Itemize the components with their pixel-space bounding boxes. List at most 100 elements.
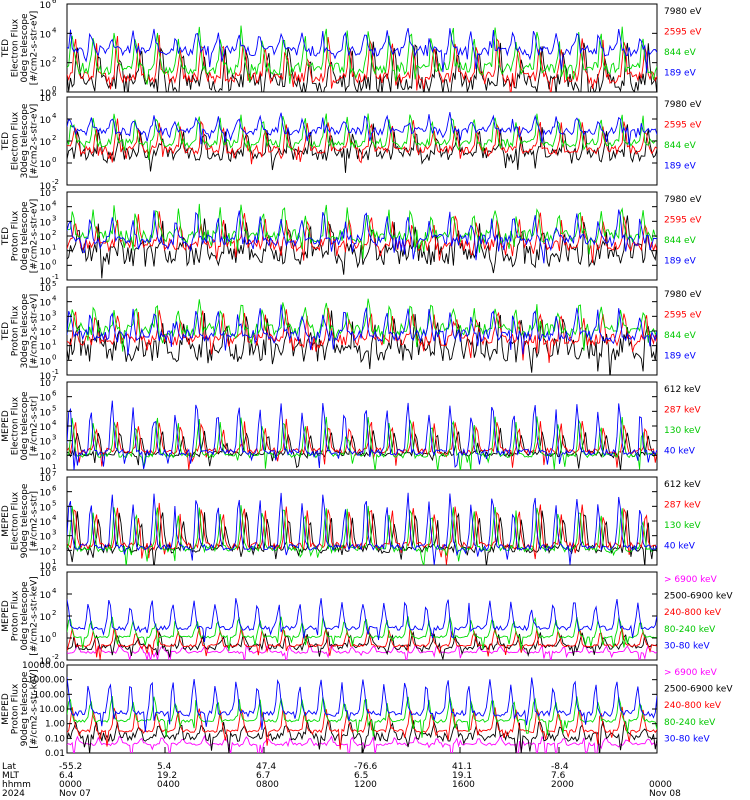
- series-line-844-ev: [67, 113, 657, 161]
- y-tick-exponent: 0: [52, 85, 56, 93]
- y-tick-label: 10000.00: [22, 661, 65, 671]
- y-axis-title-line: [#/cm2-s-str-eV]: [29, 199, 39, 274]
- y-axis-title-line: TED: [1, 322, 11, 341]
- y-tick-label: 0.10: [45, 734, 65, 744]
- y-tick-label: 10: [40, 533, 52, 543]
- legend-entry: 40 keV: [664, 541, 696, 551]
- y-tick-exponent: 6: [52, 0, 57, 5]
- series-line-130-kev: [67, 505, 657, 565]
- series-line-30-80-kev: [67, 598, 657, 642]
- series-line--6900-kev: [67, 643, 657, 660]
- y-axis-title-line: TED: [1, 227, 11, 246]
- legend-entry: 240-800 keV: [664, 608, 722, 618]
- y-tick-exponent: 4: [52, 200, 57, 208]
- legend-entry: 844 eV: [664, 236, 697, 246]
- x-row-value: 2000: [551, 780, 574, 790]
- legend-entry: 2500-6900 keV: [664, 685, 733, 695]
- y-tick-label: 1000.00: [28, 676, 65, 686]
- y-tick-label: 10: [40, 379, 52, 389]
- y-tick-exponent: 2: [52, 543, 56, 551]
- plot-frame: [66, 3, 658, 93]
- series-group: [67, 112, 657, 173]
- y-tick-label: 10: [40, 30, 52, 40]
- series-line-189-ev: [67, 304, 657, 356]
- x-row-value: -8.4: [551, 762, 569, 772]
- y-tick-exponent: 7: [52, 470, 56, 478]
- y-axis-title-line: Proton Flux: [10, 683, 20, 734]
- x-row-value: 41.1: [452, 762, 472, 772]
- y-tick-label: 10: [40, 467, 52, 477]
- y-tick-exponent: 3: [52, 529, 56, 537]
- y-tick-exponent: 2: [52, 134, 56, 142]
- panel-8: 0.01 0.10 1.00 10.00 100.00 1000.00 10000.00 ME…: [1, 661, 734, 759]
- y-axis-title-line: 0deg telescope: [20, 201, 30, 271]
- y-axis-title-line: [#/cm2-s-str]: [29, 491, 39, 551]
- legend-entry: 189 eV: [664, 161, 697, 171]
- y-tick-exponent: 3: [52, 434, 56, 442]
- y-tick-exponent: -1: [52, 368, 59, 376]
- x-row-value: -76.6: [354, 762, 378, 772]
- y-axis-title-line: 90deg telescope: [20, 671, 30, 746]
- legend-entry: 287 keV: [664, 500, 701, 510]
- y-tick-label: 10: [40, 160, 52, 170]
- y-tick-label: 10: [40, 474, 52, 484]
- x-row-value: 6.4: [59, 771, 74, 781]
- x-row-value: 0800: [256, 780, 279, 790]
- y-tick-label: 10: [40, 262, 52, 272]
- series-group: [67, 676, 657, 753]
- y-tick-exponent: -2: [52, 653, 59, 661]
- x-row-value: Nov 07: [59, 789, 91, 799]
- x-row-value: 47.4: [256, 762, 276, 772]
- series-line-130-kev: [67, 416, 657, 470]
- series-line-80-240-kev: [67, 616, 657, 652]
- y-axis-title-line: 0deg telescope: [20, 581, 30, 651]
- y-tick-label: 10: [40, 569, 52, 579]
- y-tick-label: 10: [40, 547, 52, 557]
- series-line-287-kev: [67, 418, 657, 470]
- legend-entry: 189 eV: [664, 351, 697, 361]
- y-axis-title-line: TED: [1, 39, 11, 58]
- y-axis-title-line: 90deg telescope: [20, 483, 30, 558]
- y-tick-exponent: 5: [52, 185, 56, 193]
- plot-frame: [66, 664, 658, 754]
- legend-entry: 130 keV: [664, 426, 701, 436]
- series-group: [67, 298, 657, 375]
- legend-entry: 2595 eV: [664, 120, 702, 130]
- series-line-612-kev: [67, 510, 657, 565]
- y-tick-label: 10: [40, 328, 52, 338]
- x-axis-block: Lat -55.2 5.4 47.4 -76.6 41.1 -8.4 MLT 6.4 19.2 6.…: [2, 747, 681, 799]
- legend-entry: 7980 eV: [664, 290, 702, 300]
- y-tick-label: 10: [40, 394, 52, 404]
- series-group: [67, 25, 657, 92]
- series-group: [67, 400, 657, 470]
- y-tick-exponent: 3: [52, 309, 56, 317]
- plot-frame: [66, 96, 658, 186]
- y-axis-title-line: Electron Flux: [10, 491, 20, 550]
- x-row-value: 5.4: [157, 762, 172, 772]
- y-tick-label: 10: [40, 635, 52, 645]
- legend-entry: 612 keV: [664, 385, 701, 395]
- series-line-30-80-kev: [67, 676, 657, 732]
- x-row-label: Lat: [2, 762, 17, 772]
- x-row-value: Nov 08: [649, 789, 681, 799]
- y-axis-title-line: [#/cm2-s-str]: [29, 396, 39, 456]
- legend-entry: 844 eV: [664, 331, 697, 341]
- y-tick-label: 10: [40, 138, 52, 148]
- y-tick-exponent: 4: [52, 112, 57, 120]
- y-tick-exponent: -2: [52, 178, 59, 186]
- series-line-40-kev: [67, 400, 657, 470]
- y-tick-exponent: 2: [52, 324, 56, 332]
- x-row-label: hhmm: [2, 780, 31, 790]
- y-tick-exponent: 5: [52, 404, 56, 412]
- y-axis-title-line: TED: [1, 132, 11, 151]
- y-tick-exponent: 4: [52, 26, 57, 34]
- y-tick-exponent: 4: [52, 419, 57, 427]
- y-axis-title-line: 30deg telescope: [20, 293, 30, 368]
- y-tick-label: 10: [40, 94, 52, 104]
- y-tick-label: 10: [40, 613, 52, 623]
- y-axis-title-line: MEPED: [1, 505, 11, 537]
